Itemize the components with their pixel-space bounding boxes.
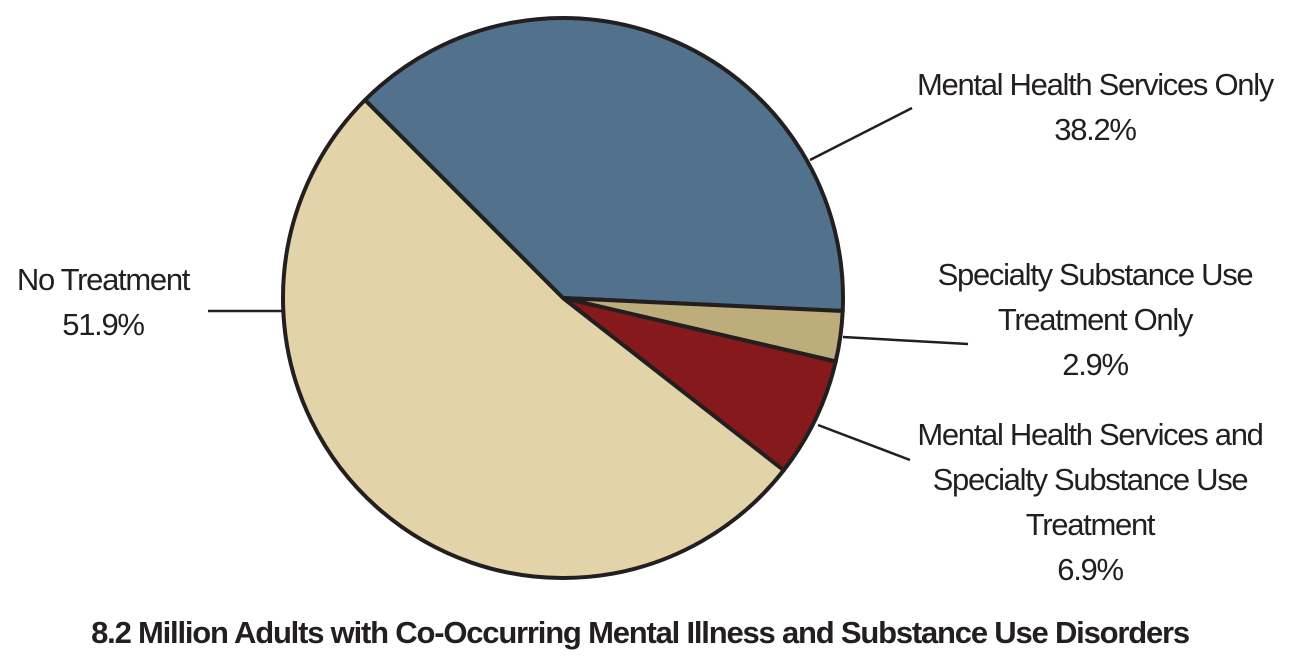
slice-label: Mental Health Services Only 38.2% [880, 62, 1302, 152]
category-label: Mental Health Services Only [916, 67, 1274, 102]
category-label: No Treatment [16, 262, 191, 297]
leader-line [809, 106, 913, 162]
chart-title: 8.2 Million Adults with Co-Occurring Men… [91, 615, 1190, 650]
value-label: 38.2% [1054, 112, 1137, 147]
value-label: 6.9% [1057, 552, 1124, 587]
value-label: 2.9% [1062, 347, 1129, 382]
value-label: 51.9% [62, 307, 145, 342]
category-label: Specialty Substance Use Treatment Only [937, 257, 1254, 337]
leader-line [842, 335, 969, 346]
slice-label: No Treatment 51.9% [0, 257, 206, 347]
slice-label: Mental Health Services and Specialty Sub… [900, 412, 1280, 592]
leader-line [817, 423, 911, 462]
pie-slice [281, 98, 786, 580]
slice-label: Specialty Substance Use Treatment Only 2.… [905, 252, 1285, 387]
pie-slice [561, 296, 838, 473]
category-label: Mental Health Services and Specialty Sub… [917, 417, 1264, 542]
pie-slice [363, 16, 845, 313]
